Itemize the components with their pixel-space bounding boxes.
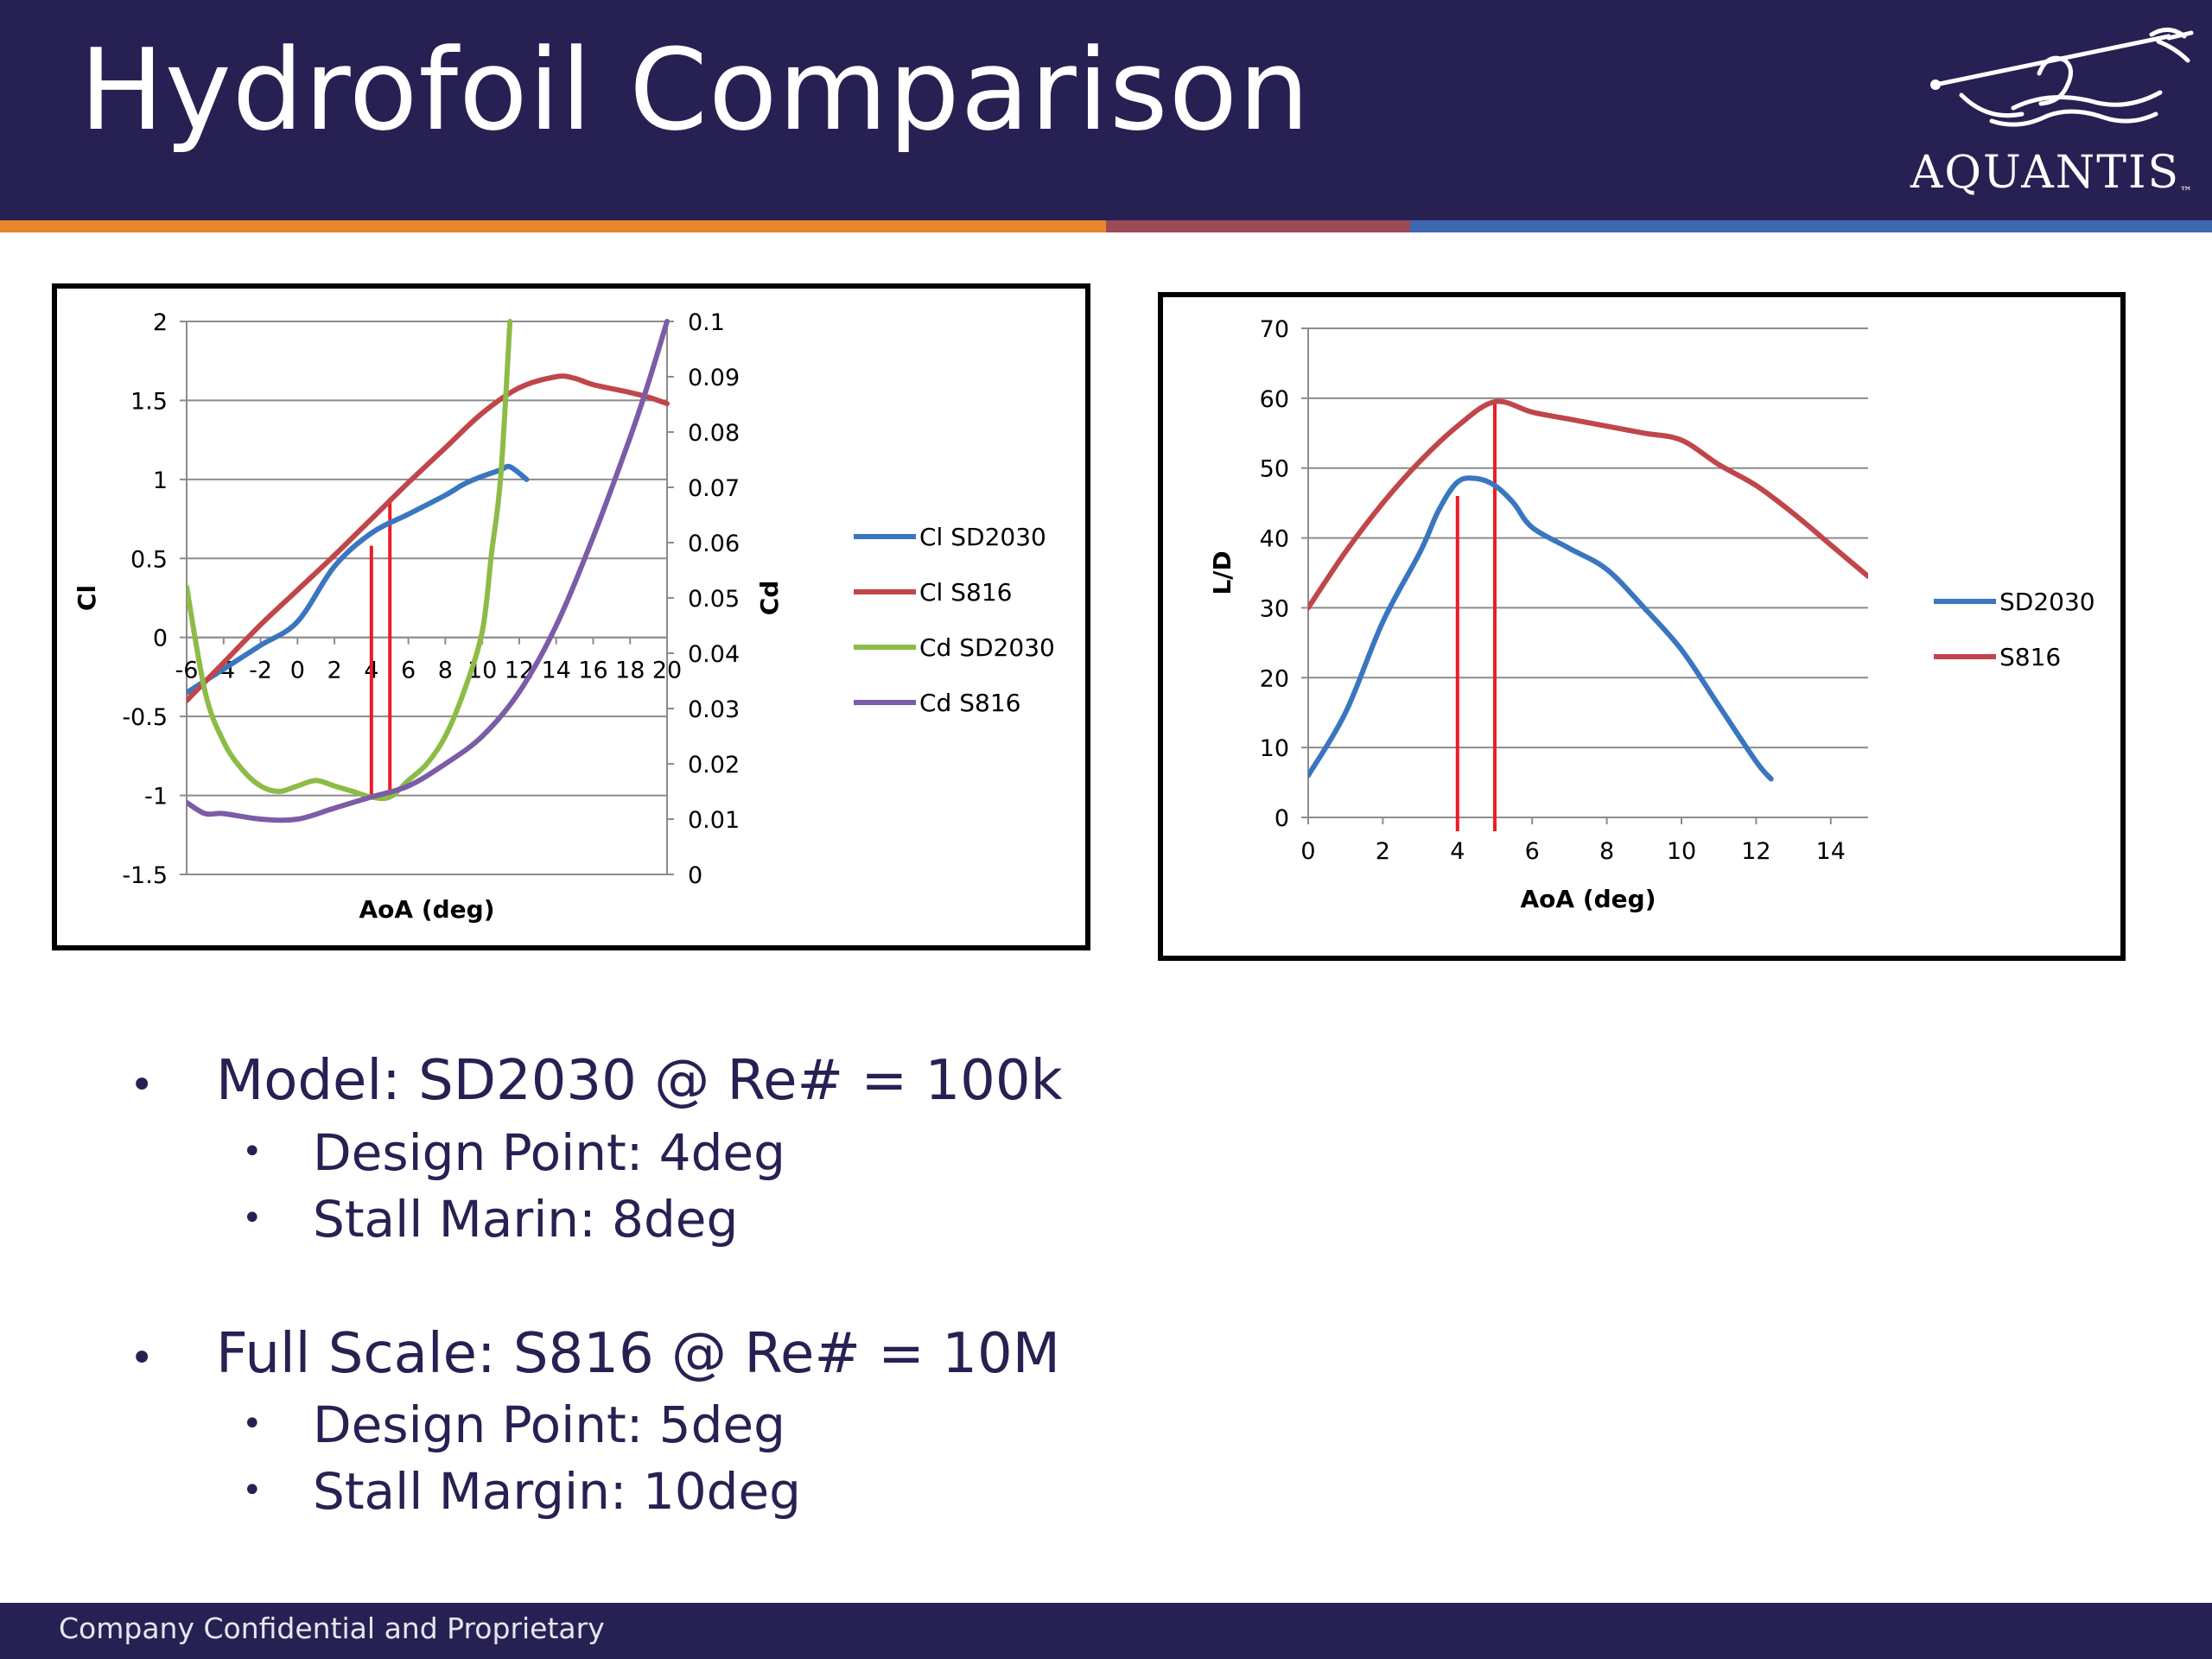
y2-tick-label: 0.06: [688, 531, 740, 557]
slide-header: Hydrofoil Comparison AQUANTIS™: [0, 0, 2212, 220]
y-tick-label: 1.5: [130, 388, 168, 415]
bullet-dot: •: [242, 1132, 263, 1172]
legend-label-cd-sd2030: Cd SD2030: [919, 633, 1055, 662]
y2-axis-title: Cd: [755, 581, 784, 616]
cl-cd-chart-svg: 2 1.5 1 0.5 0 -0.5 -1 -1.5 0.1 0.09 0.08 0.07 0.06 0.…: [73, 309, 1055, 924]
y-tick-label: -0.5: [122, 704, 168, 731]
y-tick-label: 0.5: [130, 546, 168, 573]
x-tick-label: 14: [542, 658, 571, 684]
trademark-symbol: ™: [2180, 185, 2195, 199]
bullet-full-scale-design-point: Design Point: 5deg: [313, 1395, 785, 1454]
bullet-dot: •: [242, 1198, 263, 1238]
x-tick-label: 14: [1816, 838, 1846, 865]
accent-stripe-maroon: [1106, 220, 1410, 232]
y2-tick-label: 0.1: [688, 309, 725, 336]
slide-title: Hydrofoil Comparison: [79, 24, 1311, 156]
bullet-dot: •: [130, 1061, 155, 1109]
x-tick-label: 10: [1667, 838, 1696, 865]
legend-label-cd-s816: Cd S816: [919, 689, 1020, 717]
x-tick-label: -6: [175, 658, 199, 684]
x-tick-label: 8: [1599, 838, 1614, 865]
x-tick-label: 2: [327, 658, 341, 684]
y-tick-label: 60: [1260, 386, 1289, 413]
x-tick-label: 0: [1300, 838, 1315, 865]
series-line-cd-sd2030: [187, 319, 513, 802]
x-tick-label: 0: [290, 658, 305, 684]
x-tick-label: 18: [615, 658, 645, 684]
y2-tick-label: 0.08: [688, 420, 740, 447]
accent-stripe-blue: [1410, 220, 2212, 232]
y-tick-label: 50: [1260, 456, 1289, 483]
y-tick-label: 0: [153, 626, 168, 652]
x-tick-label: 6: [401, 658, 416, 684]
x-tick-label: 20: [652, 658, 682, 684]
bullet-full-scale: Full Scale: S816 @ Re# = 10M: [216, 1322, 1060, 1386]
y-tick-label: 2: [153, 309, 168, 336]
lift-drag-ratio-chart-svg: 70 60 50 40 30 20 10 00 2 4 6 8 10 12 14 AoA (deg) L/D SD…: [1208, 316, 2095, 913]
x-tick-label: 2: [1376, 838, 1390, 865]
y-axis-title: L/D: [1208, 550, 1236, 594]
legend-label-sd2030: SD2030: [1999, 588, 2095, 616]
bullet-model: Model: SD2030 @ Re# = 100k: [216, 1049, 1063, 1113]
x-tick-label: 16: [578, 658, 607, 684]
series-line-cd-s816: [187, 319, 670, 823]
y2-tick-label: 0.09: [688, 365, 740, 391]
x-tick-label: 6: [1525, 838, 1540, 865]
y-tick-label: 10: [1260, 735, 1289, 762]
legend-label-cl-s816: Cl S816: [919, 578, 1012, 607]
y-tick-label: -1: [144, 784, 168, 810]
bullet-dot: •: [242, 1404, 263, 1444]
y2-tick-label: 0.01: [688, 807, 740, 834]
lift-drag-ratio-chart: 70 60 50 40 30 20 10 0 0 2 4 6 8 10 12 14 AoA (deg) L/D SD…: [1158, 292, 2126, 961]
y2-tick-label: 0.03: [688, 696, 740, 723]
accent-stripe-orange: [0, 220, 1106, 232]
x-tick-label: 12: [1741, 838, 1770, 865]
y-tick-label: 1: [153, 467, 168, 494]
series-line-s816: [1308, 398, 1868, 611]
y-tick-label: 40: [1260, 526, 1289, 553]
y2-tick-label: 0.04: [688, 641, 740, 668]
y2-tick-label: 0: [688, 862, 702, 889]
y-tick-label: -1.5: [122, 862, 168, 889]
y-tick-label: 70: [1260, 316, 1289, 343]
aquantis-logo: AQUANTIS™: [1910, 26, 2195, 212]
footer-confidential-text: Company Confidential and Proprietary: [59, 1611, 605, 1645]
bullet-full-scale-stall-margin: Stall Margin: 10deg: [313, 1462, 801, 1521]
trident-icon: [1930, 28, 2194, 127]
bullet-model-stall-margin: Stall Marin: 8deg: [313, 1190, 739, 1249]
bullet-dot: •: [242, 1471, 263, 1510]
x-axis-title: AoA (deg): [359, 895, 495, 924]
y2-tick-label: 0.07: [688, 475, 740, 502]
logo-wordmark: AQUANTIS: [1910, 147, 2181, 199]
series-line-cl-s816: [187, 373, 670, 703]
y-tick-label: 30: [1260, 595, 1289, 622]
series-line-sd2030: [1308, 475, 1774, 782]
y2-tick-label: 0.05: [688, 586, 740, 613]
x-tick-label: 4: [1450, 838, 1465, 865]
y-tick-label: 0: [1274, 805, 1289, 832]
legend-label-s816: S816: [1999, 643, 2061, 671]
legend-label-cl-sd2030: Cl SD2030: [919, 523, 1046, 551]
y2-tick-label: 0.02: [688, 752, 740, 779]
x-axis-title: AoA (deg): [1521, 885, 1656, 913]
y-axis-title: Cl: [73, 585, 101, 611]
slide-footer: Company Confidential and Proprietary: [0, 1603, 2212, 1659]
bullet-model-design-point: Design Point: 4deg: [313, 1123, 785, 1182]
x-tick-label: 8: [438, 658, 453, 684]
x-tick-label: -2: [249, 658, 272, 684]
y-tick-label: 20: [1260, 665, 1289, 692]
cl-cd-chart: 2 1.5 1 0.5 0 -0.5 -1 -1.5 0.1 0.09 0.08 0.07 0.06 0.…: [52, 283, 1090, 950]
bullet-dot: •: [130, 1334, 155, 1382]
